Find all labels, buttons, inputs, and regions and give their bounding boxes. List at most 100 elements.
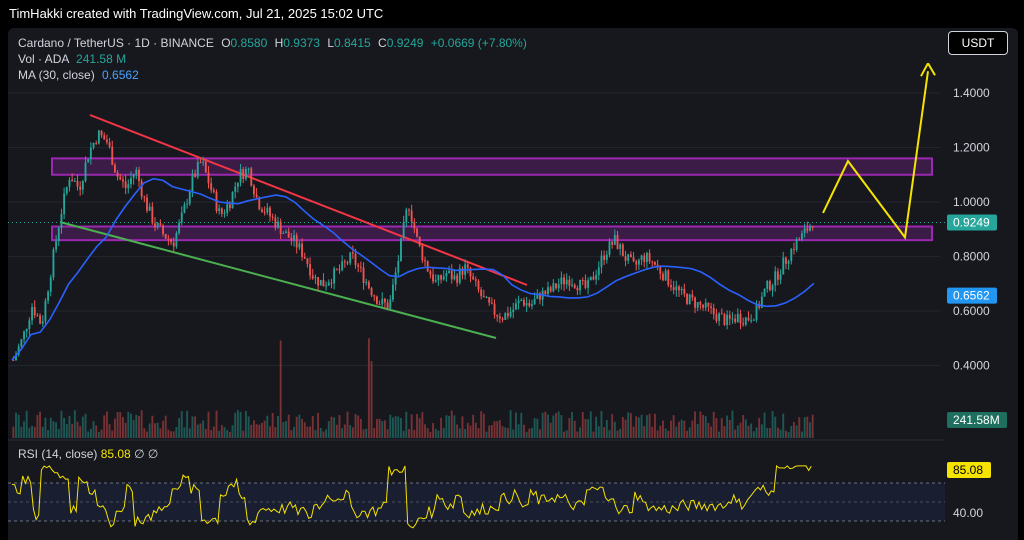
high-label: H bbox=[274, 36, 284, 50]
volume-bar bbox=[28, 427, 31, 438]
candle-body bbox=[362, 267, 365, 284]
volume-bar bbox=[71, 424, 74, 438]
candle-body bbox=[616, 235, 619, 249]
volume-bar bbox=[295, 416, 298, 438]
volume-bar bbox=[389, 414, 392, 438]
candle-body bbox=[223, 212, 226, 214]
price-tick-label: 0.4000 bbox=[953, 359, 990, 373]
volume-bar bbox=[541, 412, 544, 438]
candle-body bbox=[122, 179, 124, 182]
volume-bar bbox=[44, 417, 47, 438]
candle-body bbox=[15, 354, 17, 361]
volume-bar bbox=[400, 417, 402, 438]
volume-bar bbox=[466, 422, 469, 438]
volume-bar bbox=[555, 412, 557, 438]
volume-bar bbox=[25, 410, 28, 438]
candle-body bbox=[226, 204, 229, 213]
volume-bar bbox=[362, 429, 365, 438]
candle-body bbox=[768, 280, 771, 291]
volume-bar bbox=[549, 422, 552, 438]
volume-bar bbox=[199, 423, 202, 438]
candle-body bbox=[662, 273, 664, 281]
volume-label: Vol · ADA bbox=[18, 52, 69, 66]
volume-bar bbox=[536, 418, 539, 438]
volume-bar bbox=[60, 410, 63, 438]
volume-bar bbox=[608, 430, 611, 438]
candle-body bbox=[694, 297, 696, 308]
candle-body bbox=[686, 293, 688, 304]
currency-button[interactable]: USDT bbox=[948, 31, 1008, 55]
candle-body bbox=[635, 261, 638, 265]
candle-body bbox=[231, 191, 234, 209]
volume-bar bbox=[686, 430, 688, 438]
volume-bar bbox=[212, 426, 215, 438]
candle-body bbox=[359, 266, 362, 268]
candle-body bbox=[528, 303, 531, 306]
candle-body bbox=[728, 314, 731, 319]
candle-body bbox=[581, 279, 584, 281]
candle-body bbox=[584, 280, 587, 288]
volume-bar bbox=[809, 422, 811, 438]
volume-bar bbox=[223, 427, 226, 438]
volume-bar bbox=[375, 419, 378, 438]
last-price-tag: 0.9249 bbox=[953, 215, 990, 229]
candle-body bbox=[442, 276, 445, 280]
candle-body bbox=[138, 169, 140, 182]
volume-bar bbox=[616, 430, 619, 438]
chart-panel[interactable] bbox=[8, 28, 1018, 540]
volume-bar bbox=[768, 428, 771, 438]
candle-body bbox=[194, 173, 197, 177]
volume-bar bbox=[739, 422, 742, 438]
candle-body bbox=[253, 185, 255, 195]
volume-bar bbox=[656, 430, 659, 438]
volume-bar bbox=[782, 413, 785, 438]
volume-bar bbox=[146, 431, 148, 438]
volume-bar bbox=[258, 424, 261, 438]
volume-bar bbox=[322, 431, 325, 438]
candle-body bbox=[410, 210, 413, 222]
ma-value-tag: 0.6562 bbox=[953, 289, 990, 303]
volume-bar bbox=[309, 426, 312, 438]
candle-body bbox=[576, 287, 579, 291]
volume-bar bbox=[408, 429, 410, 438]
volume-bar bbox=[675, 426, 678, 438]
candle-body bbox=[490, 302, 493, 304]
volume-bar bbox=[63, 417, 66, 438]
volume-bar bbox=[327, 421, 330, 438]
candle-body bbox=[605, 254, 608, 260]
volume-bar bbox=[255, 424, 258, 438]
volume-bar bbox=[143, 428, 146, 438]
volume-bar bbox=[621, 417, 624, 438]
candle-body bbox=[164, 234, 167, 239]
volume-value: 241.58 M bbox=[76, 52, 127, 66]
volume-bar bbox=[611, 414, 614, 438]
open-value: 0.8580 bbox=[230, 36, 268, 50]
top-bar: TimHakki created with TradingView.com, J… bbox=[0, 0, 1024, 28]
volume-bar bbox=[694, 411, 696, 438]
candle-body bbox=[60, 213, 63, 228]
candle-body bbox=[629, 254, 632, 258]
volume-bar bbox=[477, 428, 480, 438]
candle-body bbox=[712, 307, 715, 315]
candle-body bbox=[210, 183, 213, 191]
purple-zones bbox=[51, 157, 933, 242]
candle-body bbox=[394, 272, 397, 285]
volume-bar bbox=[17, 414, 20, 438]
volume-bar bbox=[79, 426, 82, 438]
close-label: C bbox=[378, 36, 387, 50]
candle-body bbox=[648, 252, 651, 262]
candle-body bbox=[255, 194, 258, 198]
volume-bar bbox=[49, 417, 52, 438]
volume-bar bbox=[111, 430, 114, 438]
candle-body bbox=[718, 313, 721, 321]
candle-body bbox=[424, 260, 426, 262]
candle-body bbox=[512, 309, 515, 313]
candle-body bbox=[287, 231, 290, 238]
candle-body bbox=[402, 222, 405, 238]
candle-body bbox=[204, 161, 207, 173]
candle-body bbox=[397, 261, 400, 273]
volume-bar bbox=[68, 415, 71, 438]
candle-body bbox=[579, 279, 582, 291]
volume-bar bbox=[55, 422, 58, 438]
